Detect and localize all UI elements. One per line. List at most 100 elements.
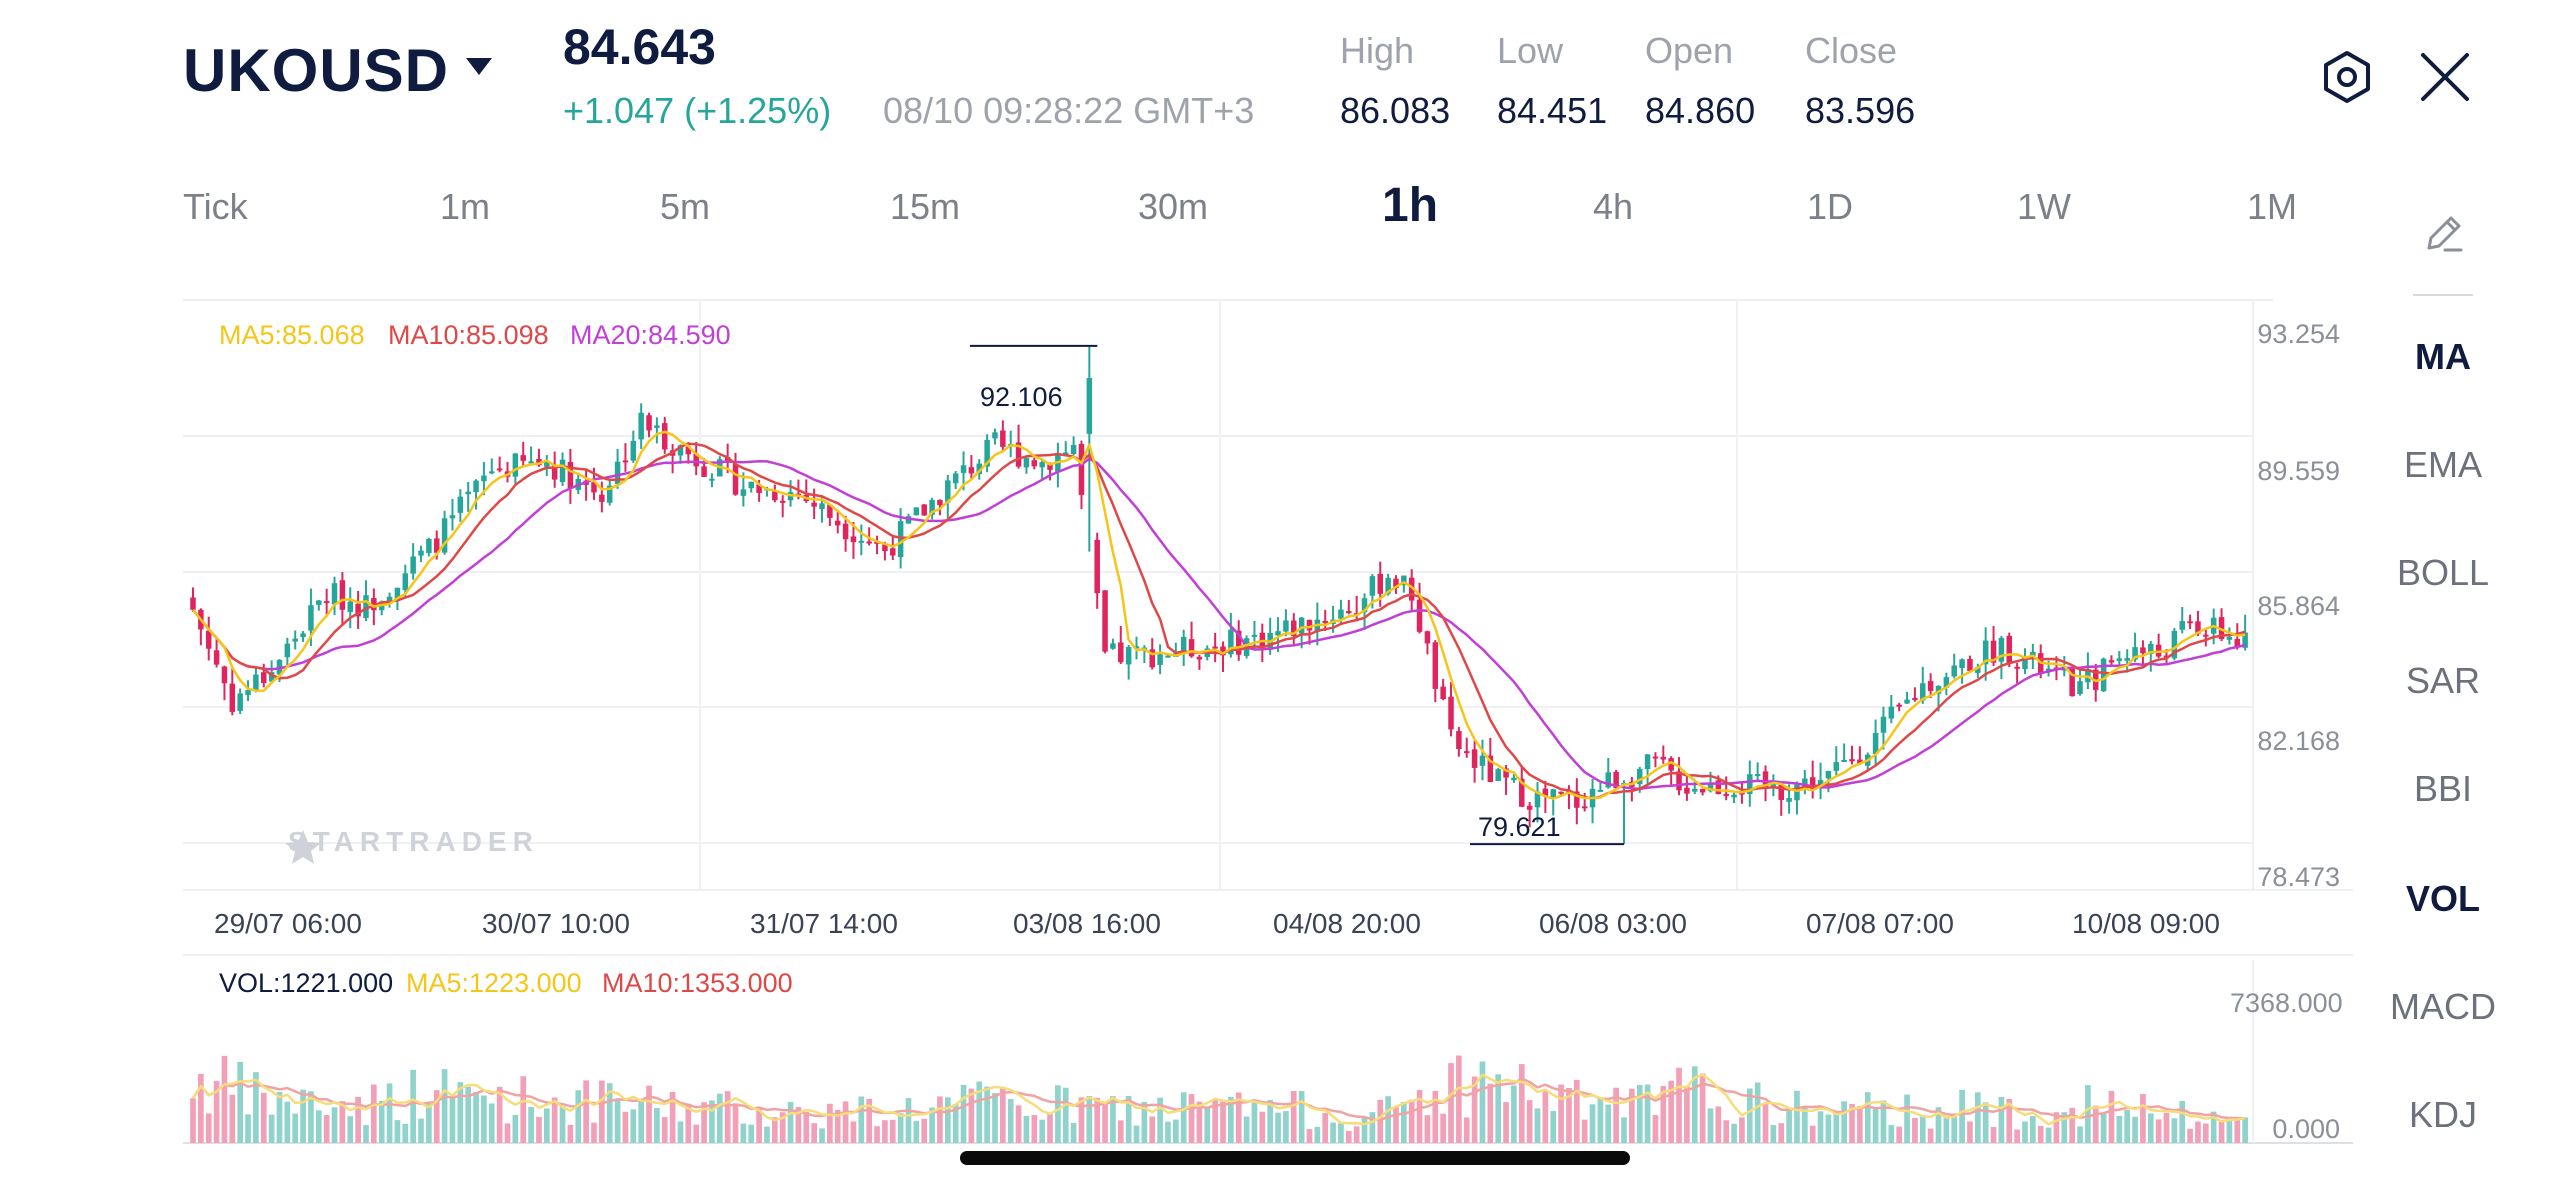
candle-body bbox=[591, 482, 597, 493]
candle-body bbox=[1951, 665, 1957, 677]
tab-1m[interactable]: 1m bbox=[440, 186, 491, 227]
indicator-boll[interactable]: BOLL bbox=[2396, 552, 2490, 593]
candle-body bbox=[614, 461, 621, 484]
volume-bar bbox=[795, 1107, 802, 1143]
candle-body bbox=[1401, 575, 1407, 586]
volume-bar bbox=[1157, 1097, 1163, 1143]
candle-body bbox=[1463, 751, 1470, 754]
tab-15m[interactable]: 15m bbox=[890, 186, 961, 227]
indicator-macd[interactable]: MACD bbox=[2390, 986, 2496, 1027]
volume-axis-label: 7368.000 bbox=[2230, 988, 2343, 1018]
stat-label-low: Low bbox=[1497, 30, 1564, 71]
volume-bar bbox=[654, 1107, 660, 1143]
volume-bar bbox=[1117, 1120, 1124, 1143]
volume-bar bbox=[591, 1122, 597, 1143]
volume-bar bbox=[1518, 1064, 1525, 1143]
candle-body bbox=[1220, 646, 1226, 656]
candle-body bbox=[1165, 655, 1171, 658]
indicator-kdj[interactable]: KDJ bbox=[2408, 1094, 2477, 1135]
indicator-vol[interactable]: VOL bbox=[2405, 878, 2480, 919]
candle-body bbox=[1519, 778, 1525, 807]
volume-bar bbox=[1243, 1116, 1250, 1143]
volume-bar bbox=[1361, 1117, 1368, 1143]
volume-bar bbox=[2163, 1112, 2170, 1143]
candle-body bbox=[386, 596, 393, 603]
volume-bar bbox=[1802, 1106, 1808, 1143]
volume-bar bbox=[1102, 1101, 1108, 1143]
tab-1mo[interactable]: 1M bbox=[2247, 186, 2298, 227]
candle-body bbox=[1668, 758, 1674, 771]
candle-body bbox=[1346, 611, 1352, 614]
candle-body bbox=[1959, 659, 1965, 669]
indicator-ma[interactable]: MA bbox=[2415, 336, 2471, 377]
tab-1w[interactable]: 1W bbox=[2017, 186, 2071, 227]
volume-bar bbox=[371, 1084, 377, 1143]
tab-30m[interactable]: 30m bbox=[1138, 186, 1209, 227]
pencil-icon[interactable] bbox=[2419, 210, 2469, 260]
candle-body bbox=[1440, 686, 1446, 700]
candle-body bbox=[520, 455, 526, 461]
indicator-bbi[interactable]: BBI bbox=[2413, 768, 2473, 809]
volume-bar bbox=[536, 1116, 542, 1143]
volume-bar bbox=[622, 1111, 629, 1143]
volume-bar bbox=[1463, 1117, 1470, 1143]
candle-body bbox=[551, 464, 558, 480]
volume-bar bbox=[1959, 1089, 1965, 1143]
candle-body bbox=[221, 666, 228, 684]
candle-body bbox=[1723, 793, 1729, 796]
candle-body bbox=[1118, 642, 1124, 663]
tab-1h[interactable]: 1h bbox=[1382, 179, 1439, 232]
tab-5m[interactable]: 5m bbox=[660, 186, 711, 227]
candle-body bbox=[897, 521, 904, 558]
candle-body bbox=[229, 683, 236, 712]
candle-body bbox=[772, 490, 778, 501]
candle-body bbox=[1228, 629, 1234, 655]
volume-bar bbox=[1165, 1121, 1171, 1143]
volume-bar bbox=[1110, 1096, 1116, 1143]
current-price: 84.643 bbox=[563, 19, 716, 75]
volume-bar bbox=[1676, 1067, 1682, 1143]
close-icon[interactable] bbox=[2417, 49, 2473, 105]
symbol-selector[interactable]: UKOUSD bbox=[183, 37, 450, 104]
candle-body bbox=[1110, 643, 1116, 649]
volume-bar bbox=[2045, 1127, 2052, 1143]
volume-bar bbox=[1731, 1123, 1737, 1143]
volume-bar bbox=[677, 1121, 684, 1143]
indicator-sar[interactable]: SAR bbox=[2405, 660, 2481, 701]
tab-1d[interactable]: 1D bbox=[1807, 186, 1854, 227]
volume-bar bbox=[1739, 1117, 1745, 1143]
chevron-down-icon[interactable] bbox=[466, 58, 492, 75]
volume-bar bbox=[2030, 1116, 2036, 1143]
candle-body bbox=[1872, 733, 1879, 754]
indicator-ema[interactable]: EMA bbox=[2403, 444, 2482, 485]
candle-body bbox=[1849, 759, 1855, 762]
candle-body bbox=[630, 440, 637, 461]
volume-bar bbox=[1322, 1112, 1329, 1143]
candle-body bbox=[559, 459, 566, 482]
volume-bar bbox=[1636, 1084, 1643, 1143]
volume-bar bbox=[1259, 1111, 1266, 1143]
candle-body bbox=[866, 541, 872, 544]
volume-bar bbox=[1330, 1122, 1336, 1143]
candle-body bbox=[1581, 806, 1588, 809]
volume-bar bbox=[1951, 1114, 1958, 1143]
candle-body bbox=[1078, 444, 1085, 495]
candle-body bbox=[339, 580, 346, 610]
volume-bar bbox=[952, 1104, 959, 1143]
volume-bar bbox=[347, 1116, 354, 1143]
candle-body bbox=[205, 630, 212, 649]
volume-bar bbox=[300, 1089, 306, 1143]
volume-bar bbox=[2100, 1112, 2107, 1143]
tab-tick[interactable]: Tick bbox=[183, 186, 248, 227]
candle-body bbox=[1613, 771, 1619, 789]
volume-bar bbox=[968, 1088, 975, 1143]
settings-hexagon-icon[interactable] bbox=[2317, 47, 2377, 107]
tab-4h[interactable]: 4h bbox=[1593, 186, 1634, 227]
volume-bar bbox=[1857, 1106, 1863, 1143]
candle-body bbox=[1692, 788, 1698, 792]
volume-bar bbox=[638, 1099, 644, 1143]
volume-bar bbox=[1511, 1085, 1517, 1143]
candle-body bbox=[1699, 788, 1706, 793]
home-indicator[interactable] bbox=[960, 1151, 1630, 1165]
